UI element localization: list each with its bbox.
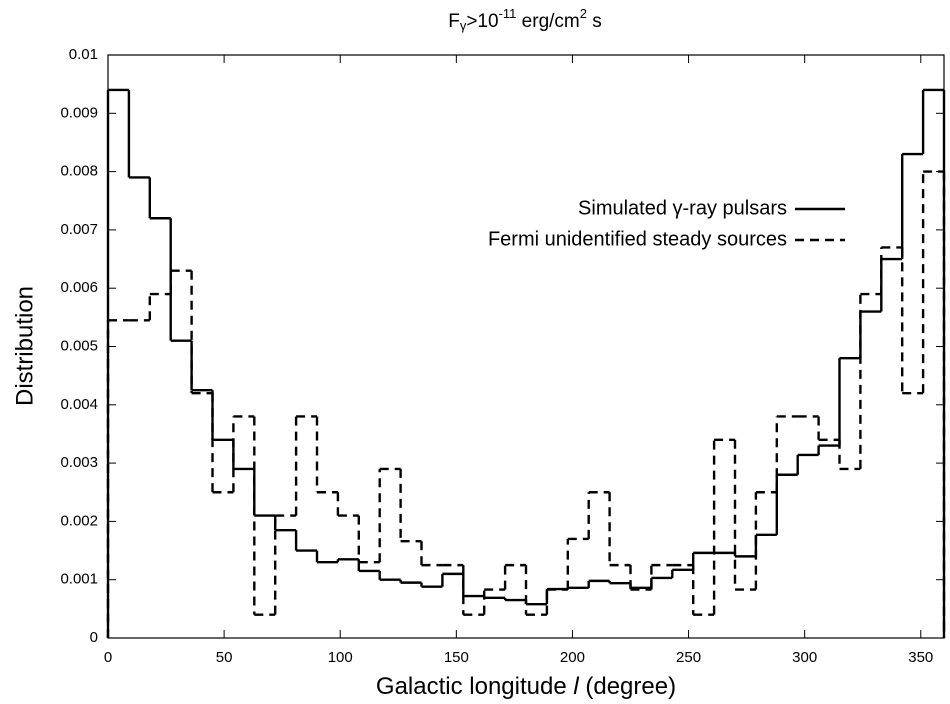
x-tick-label: 300 [792,649,817,666]
x-tick-label: 200 [560,649,585,666]
legend-label: Fermi unidentified steady sources [488,228,787,250]
y-tick-label: 0.004 [60,396,98,413]
x-tick-label: 0 [104,649,112,666]
y-axis-label: Distribution [11,286,38,406]
y-tick-label: 0.006 [60,279,98,296]
y-tick-label: 0.003 [60,454,98,471]
chart-title: Fγ>10-11 erg/cm2 s [448,6,602,33]
y-tick-label: 0 [90,629,98,646]
y-tick-label: 0.002 [60,512,98,529]
y-tick-label: 0.008 [60,163,98,180]
y-tick-label: 0.005 [60,337,98,354]
y-tick-label: 0.007 [60,221,98,238]
x-tick-label: 350 [908,649,933,666]
plot-frame [107,54,945,639]
y-tick-label: 0.001 [60,571,98,588]
y-tick-label: 0.01 [69,46,98,63]
y-tick-label: 0.009 [60,104,98,121]
legend-label: Simulated γ-ray pulsars [578,197,787,219]
x-tick-label: 100 [328,649,353,666]
x-tick-label: 50 [216,649,233,666]
x-tick-label: 250 [676,649,701,666]
x-tick-label: 150 [444,649,469,666]
x-axis-label: Galactic longitude l (degree) [376,673,676,700]
